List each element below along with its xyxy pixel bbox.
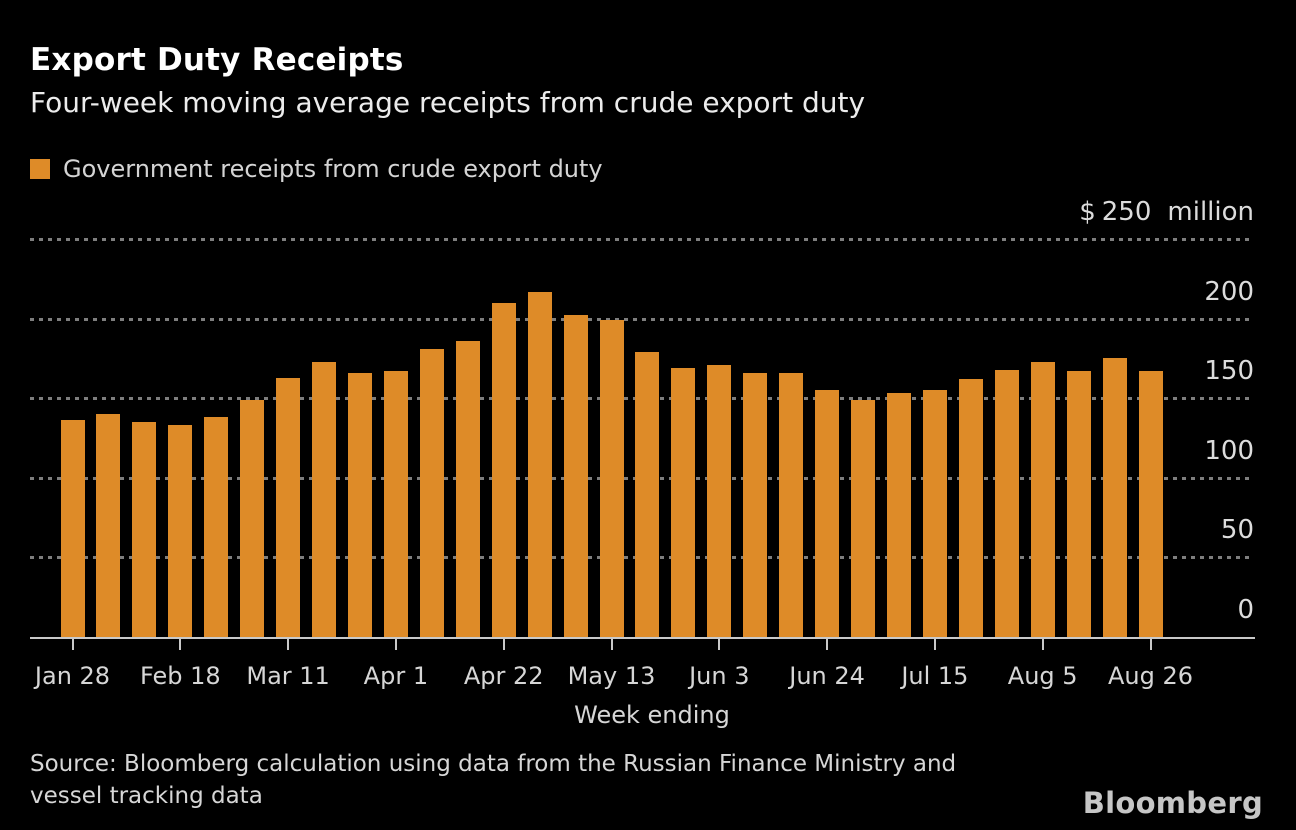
bar <box>419 348 444 637</box>
chart-subtitle: Four-week moving average receipts from c… <box>30 86 866 119</box>
x-tick <box>287 637 290 650</box>
bar <box>240 399 265 637</box>
bar <box>312 361 337 637</box>
bar <box>851 399 876 637</box>
bar <box>635 352 660 637</box>
bar <box>383 371 408 637</box>
x-tick <box>718 637 721 650</box>
chart-title: Export Duty Receipts <box>30 42 404 78</box>
y-axis-currency: $ <box>1079 197 1096 227</box>
x-tick-label: Apr 1 <box>363 662 429 690</box>
x-tick <box>826 637 829 650</box>
x-tick-label: Mar 11 <box>246 662 330 690</box>
bar <box>886 393 911 637</box>
bar <box>527 291 552 637</box>
bar <box>1138 371 1163 637</box>
source-note-line2: vessel tracking data <box>30 783 263 809</box>
x-tick-label: Jul 15 <box>901 662 969 690</box>
x-tick <box>610 637 613 650</box>
bar <box>1066 371 1091 637</box>
x-tick <box>1149 637 1152 650</box>
x-tick-label: Apr 22 <box>463 662 544 690</box>
legend-label: Government receipts from crude export du… <box>63 155 603 183</box>
legend: Government receipts from crude export du… <box>30 155 603 183</box>
legend-swatch-icon <box>30 159 50 179</box>
bar <box>958 379 983 637</box>
x-tick-label: Aug 5 <box>1007 662 1078 690</box>
x-tick <box>179 637 182 650</box>
source-note-line1: Source: Bloomberg calculation using data… <box>30 751 957 777</box>
y-axis-label: 0 <box>1237 595 1254 625</box>
gridline <box>30 317 1254 321</box>
bar <box>599 320 624 637</box>
source-note: Source: Bloomberg calculation using data… <box>30 748 956 812</box>
y-axis-label: 150 <box>1204 356 1254 387</box>
bar <box>922 390 947 637</box>
y-axis-label: 200 <box>1204 276 1254 307</box>
y-axis-unit: million <box>1167 197 1254 227</box>
x-tick-label: Aug 26 <box>1107 662 1194 690</box>
y-axis-label: 100 <box>1204 435 1254 466</box>
x-tick-label: Jun 24 <box>789 662 865 690</box>
bar <box>455 340 480 637</box>
x-tick <box>1041 637 1044 650</box>
bloomberg-logo: Bloomberg <box>1082 786 1263 820</box>
bar <box>779 372 804 637</box>
bar <box>994 369 1019 637</box>
bar <box>1030 361 1055 637</box>
x-tick <box>394 637 397 650</box>
bar <box>276 377 301 637</box>
bar <box>563 315 588 637</box>
x-tick-label: May 13 <box>567 662 656 690</box>
bar <box>132 422 157 637</box>
bar <box>1102 358 1127 637</box>
bar <box>707 364 732 637</box>
bar <box>491 302 516 637</box>
x-axis-baseline <box>30 637 1255 639</box>
x-tick-label: Jun 3 <box>689 662 750 690</box>
x-tick-label: Jan 28 <box>34 662 111 690</box>
x-tick <box>933 637 936 650</box>
x-tick <box>71 637 74 650</box>
x-tick-label: Feb 18 <box>139 662 221 690</box>
x-tick <box>502 637 505 650</box>
bar <box>60 420 85 637</box>
y-axis-label: 50 <box>1220 515 1254 546</box>
x-axis-title: Week ending <box>574 701 730 729</box>
bar <box>347 372 372 637</box>
gridline <box>30 238 1254 241</box>
bar <box>815 390 840 637</box>
bar <box>743 372 768 637</box>
bar <box>168 425 193 637</box>
bar <box>671 367 696 637</box>
y-axis-top-label: $250 million <box>1079 195 1254 229</box>
bar <box>96 414 121 637</box>
y-axis-max-value: 250 <box>1101 197 1152 227</box>
bar <box>204 417 229 637</box>
